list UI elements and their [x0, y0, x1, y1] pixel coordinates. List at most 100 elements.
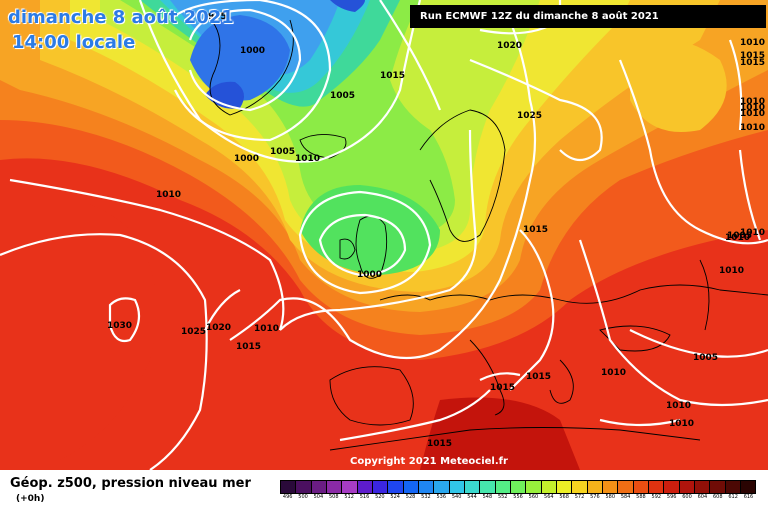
scale-swatch	[448, 480, 464, 494]
isobar-label: 1000	[240, 46, 265, 56]
isobar-1005-far-ne	[738, 149, 762, 241]
isobar-label: 1010	[740, 103, 765, 113]
isobar-label: 1015	[380, 71, 405, 81]
isobar-label: 1020	[206, 323, 231, 333]
isobar-1010-far-ne	[728, 39, 743, 131]
scale-value: 568	[559, 494, 569, 500]
scale-swatch	[325, 480, 342, 494]
scale-swatch	[647, 480, 664, 494]
coast-north-africa	[329, 427, 701, 451]
scale-value: 532	[421, 494, 431, 500]
isobar-1010-east	[578, 239, 768, 407]
scale-value: 540	[451, 494, 462, 500]
isobar-label: 1020	[497, 41, 522, 51]
scale-value: 612	[728, 494, 738, 500]
isobar-label: 1000	[357, 270, 382, 280]
isobar-1010-north	[138, 0, 422, 163]
isobar-label: 1010	[666, 401, 691, 411]
scale-value: 516	[359, 494, 370, 500]
isobar-1025-azores	[0, 233, 208, 470]
isobar-1015-east	[509, 229, 555, 391]
scale-swatch	[310, 480, 326, 494]
isobar-label: 1015	[526, 372, 551, 382]
scale-value: 572	[574, 494, 585, 500]
legend-title: Géop. z500, pression niveau mer	[10, 476, 251, 491]
coastlines	[199, 9, 768, 451]
scale-swatch	[371, 480, 388, 494]
scale-swatch	[709, 480, 725, 494]
scale-swatch	[494, 480, 510, 494]
scale-swatch	[509, 480, 526, 494]
forecast-time-label: 14:00 locale	[12, 32, 136, 53]
scale-swatch	[356, 480, 372, 494]
scale-swatch	[555, 480, 572, 494]
field-green-light	[120, 0, 455, 240]
isobar-label: 1000	[234, 154, 259, 164]
scale-value: 500	[298, 494, 308, 500]
scale-value: 608	[712, 494, 723, 500]
scale-value: 552	[497, 494, 508, 500]
isobar-label: 1010	[601, 368, 626, 378]
run-info-banner: Run ECMWF 12Z du dimanche 8 août 2021	[410, 5, 766, 28]
scale-value: 504	[313, 494, 324, 500]
scale-swatch	[417, 480, 434, 494]
isobar-label: 1010	[740, 38, 765, 48]
scale-swatch	[586, 480, 602, 494]
isobar-label: 1015	[740, 51, 765, 61]
isobar-label: 1025	[517, 111, 542, 121]
isobar-1000-uk-low	[318, 213, 407, 277]
coast-ireland	[339, 238, 356, 260]
isobar-1015-north	[379, 0, 442, 111]
coast-caspian	[699, 259, 710, 331]
isobar-label: 1010	[725, 233, 750, 243]
isobar-label: 1005	[693, 353, 718, 363]
scale-swatch	[341, 480, 357, 494]
isobar-1020-central	[204, 289, 241, 331]
isobar-label: 1015	[236, 342, 261, 352]
scale-value: 584	[620, 494, 631, 500]
scale-value: 588	[636, 494, 646, 500]
scale-value: 536	[436, 494, 447, 500]
scale-value: 580	[605, 494, 615, 500]
isobar-labels: 995 1000 1005 1015 1020 1010 1010 1010 1…	[107, 12, 765, 449]
isobar-1025-north	[469, 58, 603, 162]
scale-swatch	[663, 480, 679, 494]
isobar-1015-med	[479, 372, 521, 381]
field-blue-dark	[205, 81, 244, 109]
isobar-label: 995	[208, 12, 227, 22]
isobar-label: 1010	[156, 190, 181, 200]
isobar-label: 1015	[740, 58, 765, 68]
legend-subtitle: (+0h)	[16, 494, 45, 504]
isobar-1015-south	[339, 389, 491, 442]
coast-iberia	[329, 366, 414, 426]
scale-swatch	[632, 480, 648, 494]
field-orange-west	[0, 190, 157, 470]
scale-swatch	[724, 480, 740, 494]
isobar-label: 1010	[254, 324, 279, 334]
scale-value: 616	[743, 494, 754, 500]
isobar-label: 1015	[427, 439, 452, 449]
scale-swatch	[693, 480, 710, 494]
isobar-label: 1010	[740, 109, 765, 119]
isobar-1000-greenland	[188, 8, 302, 112]
isobar-1010-ne	[618, 59, 768, 245]
field-blue-dark-north	[330, 0, 365, 12]
scale-value: 596	[666, 494, 677, 500]
field-red-dark	[420, 397, 580, 470]
scale-value: 528	[405, 494, 416, 500]
scale-value: 524	[390, 494, 400, 500]
isobar-label: 1015	[490, 383, 515, 393]
copyright-label: Copyright 2021 Meteociel.fr	[350, 456, 508, 467]
isobar-1005-east	[629, 329, 768, 358]
scale-value: 564	[544, 494, 554, 500]
field-blue	[190, 15, 290, 101]
coast-scandinavia	[419, 109, 506, 242]
isobar-1005-greenland	[169, 0, 332, 142]
scale-value: 576	[590, 494, 600, 500]
geopotential-pressure-map: 995 1000 1005 1015 1020 1010 1010 1010 1…	[0, 0, 768, 470]
scale-swatch	[540, 480, 556, 494]
scale-value: 592	[651, 494, 662, 500]
scale-value: 508	[328, 494, 339, 500]
scale-swatch	[601, 480, 618, 494]
